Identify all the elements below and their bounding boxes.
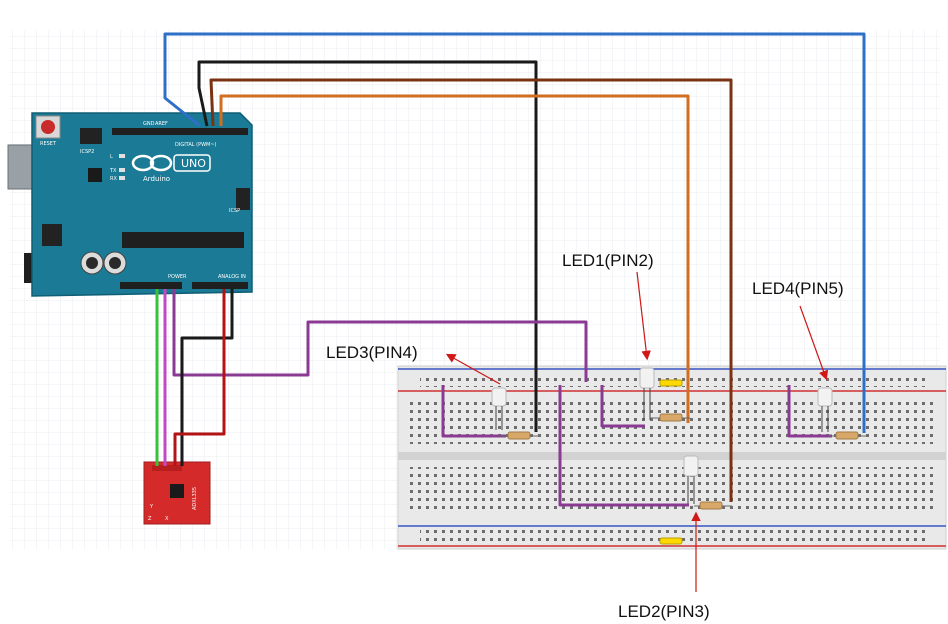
power-header	[120, 282, 182, 289]
wires	[155, 32, 866, 507]
sensor-chip	[170, 484, 184, 498]
wire-purple-pin4	[172, 289, 588, 382]
led-l-label: L	[110, 154, 113, 160]
wire-orange-pin2	[219, 94, 690, 423]
wire-red-sensor	[173, 289, 226, 466]
breadboard-channel	[398, 452, 946, 460]
model-label: UNO	[181, 157, 206, 170]
resistor-led1	[650, 413, 690, 422]
icsp-label: ICSP	[229, 208, 240, 214]
small-chip	[88, 168, 102, 182]
wire-brown-pin3	[209, 78, 733, 502]
brand-label: Arduino	[143, 175, 170, 183]
annotations	[445, 271, 829, 592]
icsp-header	[236, 188, 250, 210]
label-led4: LED4(PIN5)	[752, 279, 844, 298]
wire-purple-led2	[558, 385, 689, 507]
arrow-led1	[636, 271, 651, 361]
led1	[639, 367, 655, 420]
axis-z-label: Z	[148, 516, 152, 522]
voltage-regulator	[42, 224, 62, 246]
analog-header	[192, 282, 248, 289]
label-led3: LED3(PIN4)	[326, 343, 418, 362]
gnd-label: GND	[143, 121, 155, 127]
resistor-led3	[498, 431, 538, 440]
icsp2-header	[80, 128, 102, 144]
resistor-led2	[694, 501, 732, 510]
wire-blue-pin5	[163, 32, 866, 433]
label-led1: LED1(PIN2)	[562, 251, 654, 270]
wire-black-sensor	[180, 289, 234, 466]
arduino-uno-board: RESET ICSP2 DIGITAL (PWM~) UNO Arduino L…	[7, 112, 253, 297]
led4	[817, 387, 833, 432]
resistor-led4	[828, 431, 866, 440]
led2	[683, 455, 699, 504]
wire-purple-led3	[441, 385, 506, 438]
sensor-part-label: ADXL335	[192, 487, 198, 510]
icsp2-label: ICSP2	[80, 149, 94, 155]
analog-label: ANALOG IN	[218, 274, 246, 280]
axis-x-label: X	[165, 516, 169, 522]
axis-y-label: Y	[149, 504, 154, 510]
atmega-chip	[122, 232, 244, 248]
wire-purple-led4	[787, 385, 832, 438]
led3	[491, 387, 507, 430]
yellow-jumper-bottom	[659, 537, 683, 545]
wire-black-gnd	[197, 60, 538, 432]
accelerometer-sensor: ADXL335 Z X Y	[143, 461, 211, 525]
reset-label: RESET	[40, 141, 57, 147]
aref-label: AREF	[155, 121, 168, 127]
wire-purple-led1	[600, 385, 645, 428]
yellow-jumper-top	[659, 379, 683, 387]
arrow-led4	[799, 305, 829, 381]
power-label: POWER	[168, 274, 187, 280]
digital-header	[112, 128, 248, 135]
arduino-logo	[131, 154, 211, 172]
digital-label: DIGITAL (PWM~)	[175, 142, 217, 148]
led-rx-label: RX	[110, 176, 117, 182]
label-led2: LED2(PIN3)	[618, 602, 710, 621]
led-tx-label: TX	[109, 168, 117, 174]
arrow-led3	[445, 353, 501, 385]
